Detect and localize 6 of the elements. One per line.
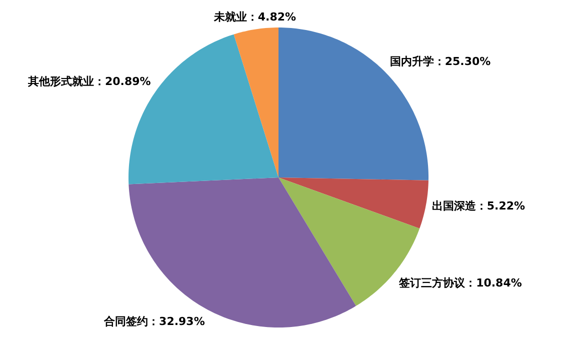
slice-label: 未就业：4.82% bbox=[212, 10, 296, 24]
slice-label: 出国深造：5.22% bbox=[432, 199, 526, 212]
slice-label: 国内升学：25.30% bbox=[390, 55, 491, 68]
slice-label: 其他形式就业：20.89% bbox=[26, 74, 151, 88]
slice-label: 签订三方协议：10.84% bbox=[398, 276, 522, 290]
slice-label: 合同签约：32.93% bbox=[103, 315, 205, 328]
